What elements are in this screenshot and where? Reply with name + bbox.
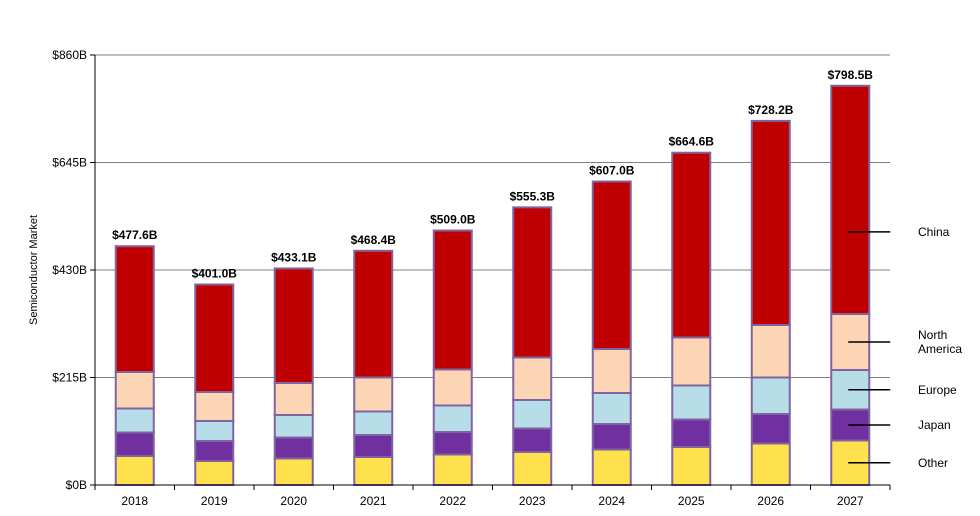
bar-segment-china-2018 [114,245,155,373]
bar-segment-other-2024 [591,448,632,486]
bar-segment-europe-2018 [114,407,155,434]
y-tick-label: $645B [52,156,87,170]
bar-segment-japan-2018 [114,431,155,457]
bar-segment-north-america-2024 [591,348,632,394]
total-label-2018: $477.6B [112,228,158,242]
bar-segment-europe-2023 [512,399,553,430]
bar-segment-north-america-2022 [432,368,473,407]
bar-segment-europe-2025 [671,384,712,421]
bar-segment-japan-2024 [591,423,632,451]
bar-segment-other-2019 [194,460,235,486]
y-tick-label: $860B [52,48,87,62]
y-tick-label: $215B [52,371,87,385]
bar-segment-china-2022 [432,229,473,371]
bar-segment-europe-2020 [273,414,314,439]
bar-segment-japan-2025 [671,418,712,448]
bar-segment-china-2021 [353,249,394,379]
bar-segment-other-2025 [671,446,712,486]
bar-segment-north-america-2019 [194,391,235,422]
legend-item-europe: Europe [848,383,957,397]
total-labels: $477.6B $401.0B $433.1B $468.4B $509.0B $555.… [112,68,873,281]
legend-label-north-america: North America [918,328,962,356]
total-label-2019: $401.0B [192,267,238,281]
legend-label-europe: Europe [918,383,957,397]
legend-label-japan: Japan [918,418,951,432]
bar-segment-china-2027 [830,84,871,315]
bar-segment-china-2020 [273,267,314,385]
y-axis: $0B $215B $430B $645B $860B [52,48,96,492]
total-label-2021: $468.4B [351,233,397,247]
bars [114,84,871,486]
bar-segment-japan-2022 [432,431,473,456]
total-label-2023: $555.3B [510,189,556,203]
bar-segment-china-2024 [591,180,632,350]
y-axis-title: Semiconductor Market [28,215,40,325]
bar-segment-north-america-2020 [273,382,314,416]
y-tick-label: $430B [52,263,87,277]
bar-segment-other-2022 [432,453,473,486]
x-tick-label-2026: 2026 [757,494,784,508]
legend-item-other: Other [848,456,948,470]
x-tick-label-2023: 2023 [519,494,546,508]
x-tick-label-2025: 2025 [678,494,705,508]
bar-segment-north-america-2026 [750,324,791,379]
legend-item-china: China [848,225,950,239]
x-tick-label-2022: 2022 [439,494,466,508]
bar-segment-north-america-2025 [671,336,712,387]
x-tick-label-2024: 2024 [598,494,625,508]
bar-segment-japan-2023 [512,427,553,453]
bar-segment-china-2019 [194,283,235,393]
bar-segment-japan-2021 [353,434,394,458]
bar-segment-other-2021 [353,456,394,486]
bar-segment-north-america-2021 [353,376,394,413]
x-tick-label-2021: 2021 [360,494,387,508]
legend-item-japan: Japan [848,418,951,432]
bar-segment-other-2026 [750,442,791,486]
bar-segment-europe-2026 [750,376,791,415]
total-label-2027: $798.5B [828,68,874,82]
bar-segment-japan-2019 [194,440,235,462]
bar-segment-china-2026 [750,119,791,327]
total-label-2026: $728.2B [748,103,794,117]
x-tick-label-2019: 2019 [201,494,228,508]
y-tick-label: $0B [66,478,87,492]
bar-segment-europe-2019 [194,420,235,442]
bar-segment-north-america-2018 [114,371,155,410]
total-label-2020: $433.1B [271,250,317,264]
x-axis: 2018 2019 2020 2021 2022 2023 2024 2025 2026 2027 [94,484,891,508]
total-label-2022: $509.0B [430,213,476,227]
bar-segment-china-2025 [671,151,712,339]
bar-segment-other-2020 [273,457,314,486]
bar-segment-europe-2024 [591,392,632,425]
x-tick-label-2018: 2018 [121,494,148,508]
bar-segment-japan-2020 [273,436,314,460]
legend-label-china: China [918,225,950,239]
total-label-2025: $664.6B [669,135,715,149]
legend: China North America Europe Japan Other [848,225,962,470]
x-tick-label-2027: 2027 [837,494,864,508]
bar-segment-north-america-2023 [512,356,553,401]
bar-segment-japan-2026 [750,413,791,445]
bar-segment-china-2023 [512,206,553,359]
bar-segment-other-2023 [512,451,553,486]
x-tick-label-2020: 2020 [280,494,307,508]
legend-label-other: Other [918,456,948,470]
total-label-2024: $607.0B [589,164,635,178]
bar-segment-other-2018 [114,455,155,486]
bar-segment-europe-2022 [432,404,473,433]
legend-item-north-america: North America [848,328,962,356]
bar-segment-europe-2021 [353,410,394,436]
